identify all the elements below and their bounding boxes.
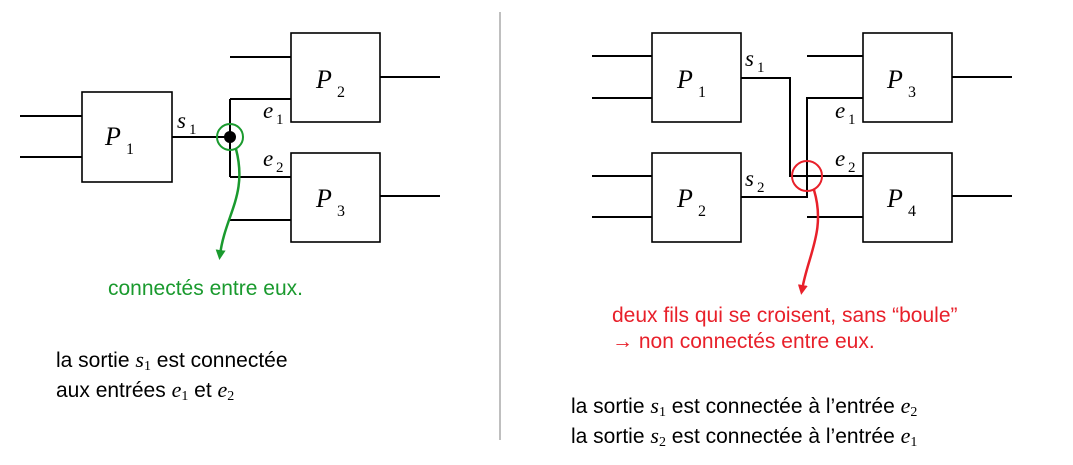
r-block-p4: [862, 152, 953, 243]
r-s1-wire: [741, 77, 863, 177]
caption-var-s: s: [650, 423, 659, 448]
caption-text: et: [188, 379, 218, 402]
right-caption-line2: la sortie s2 est connectée à l’entrée e1: [571, 422, 917, 457]
caption-text: est connectée: [150, 349, 288, 372]
caption-text: aux entrées: [56, 379, 172, 402]
caption-var-e: e: [171, 377, 182, 402]
red-circle-highlight: [791, 160, 823, 192]
caption-text: la sortie: [571, 425, 651, 448]
r-s2-wire: [741, 97, 863, 198]
caption-var-e: e: [900, 423, 911, 448]
red-annotation-line2: → non connectés entre eux.: [612, 330, 875, 353]
caption-sub: 2: [658, 435, 666, 450]
caption-sub: 2: [227, 389, 235, 404]
left-caption-line1: la sortie s1 est connectée: [56, 346, 288, 381]
caption-sub: 1: [910, 435, 918, 450]
left-caption-line2: aux entrées e1 et e2: [56, 376, 234, 411]
caption-var-e: e: [217, 377, 228, 402]
caption-text: est connectée à l’entrée: [665, 425, 901, 448]
green-arrow: [215, 148, 241, 260]
caption-text: la sortie: [571, 395, 651, 418]
caption-text: la sortie: [56, 349, 136, 372]
caption-var-e: e: [900, 393, 911, 418]
caption-var-s: s: [650, 393, 659, 418]
green-circle-highlight: [216, 123, 244, 151]
r-block-p3: [862, 32, 953, 123]
caption-sub: 1: [181, 389, 189, 404]
red-annotation-line1: deux fils qui se croisent, sans “boule”: [612, 304, 958, 327]
caption-sub: 1: [143, 359, 151, 374]
right-caption-line1: la sortie s1 est connectée à l’entrée e2: [571, 392, 917, 427]
caption-sub: 1: [658, 405, 666, 420]
r-block-p1: [651, 32, 742, 123]
green-annotation: connectés entre eux.: [108, 277, 303, 300]
caption-var-s: s: [135, 347, 144, 372]
caption-sub: 2: [910, 405, 918, 420]
r-block-p2: [651, 152, 742, 243]
caption-text: est connectée à l’entrée: [665, 395, 901, 418]
block-p1: [81, 91, 173, 183]
block-p3: [290, 152, 381, 243]
block-p2: [290, 32, 381, 123]
red-arrow: [797, 189, 820, 295]
junction-dot: [224, 131, 236, 143]
